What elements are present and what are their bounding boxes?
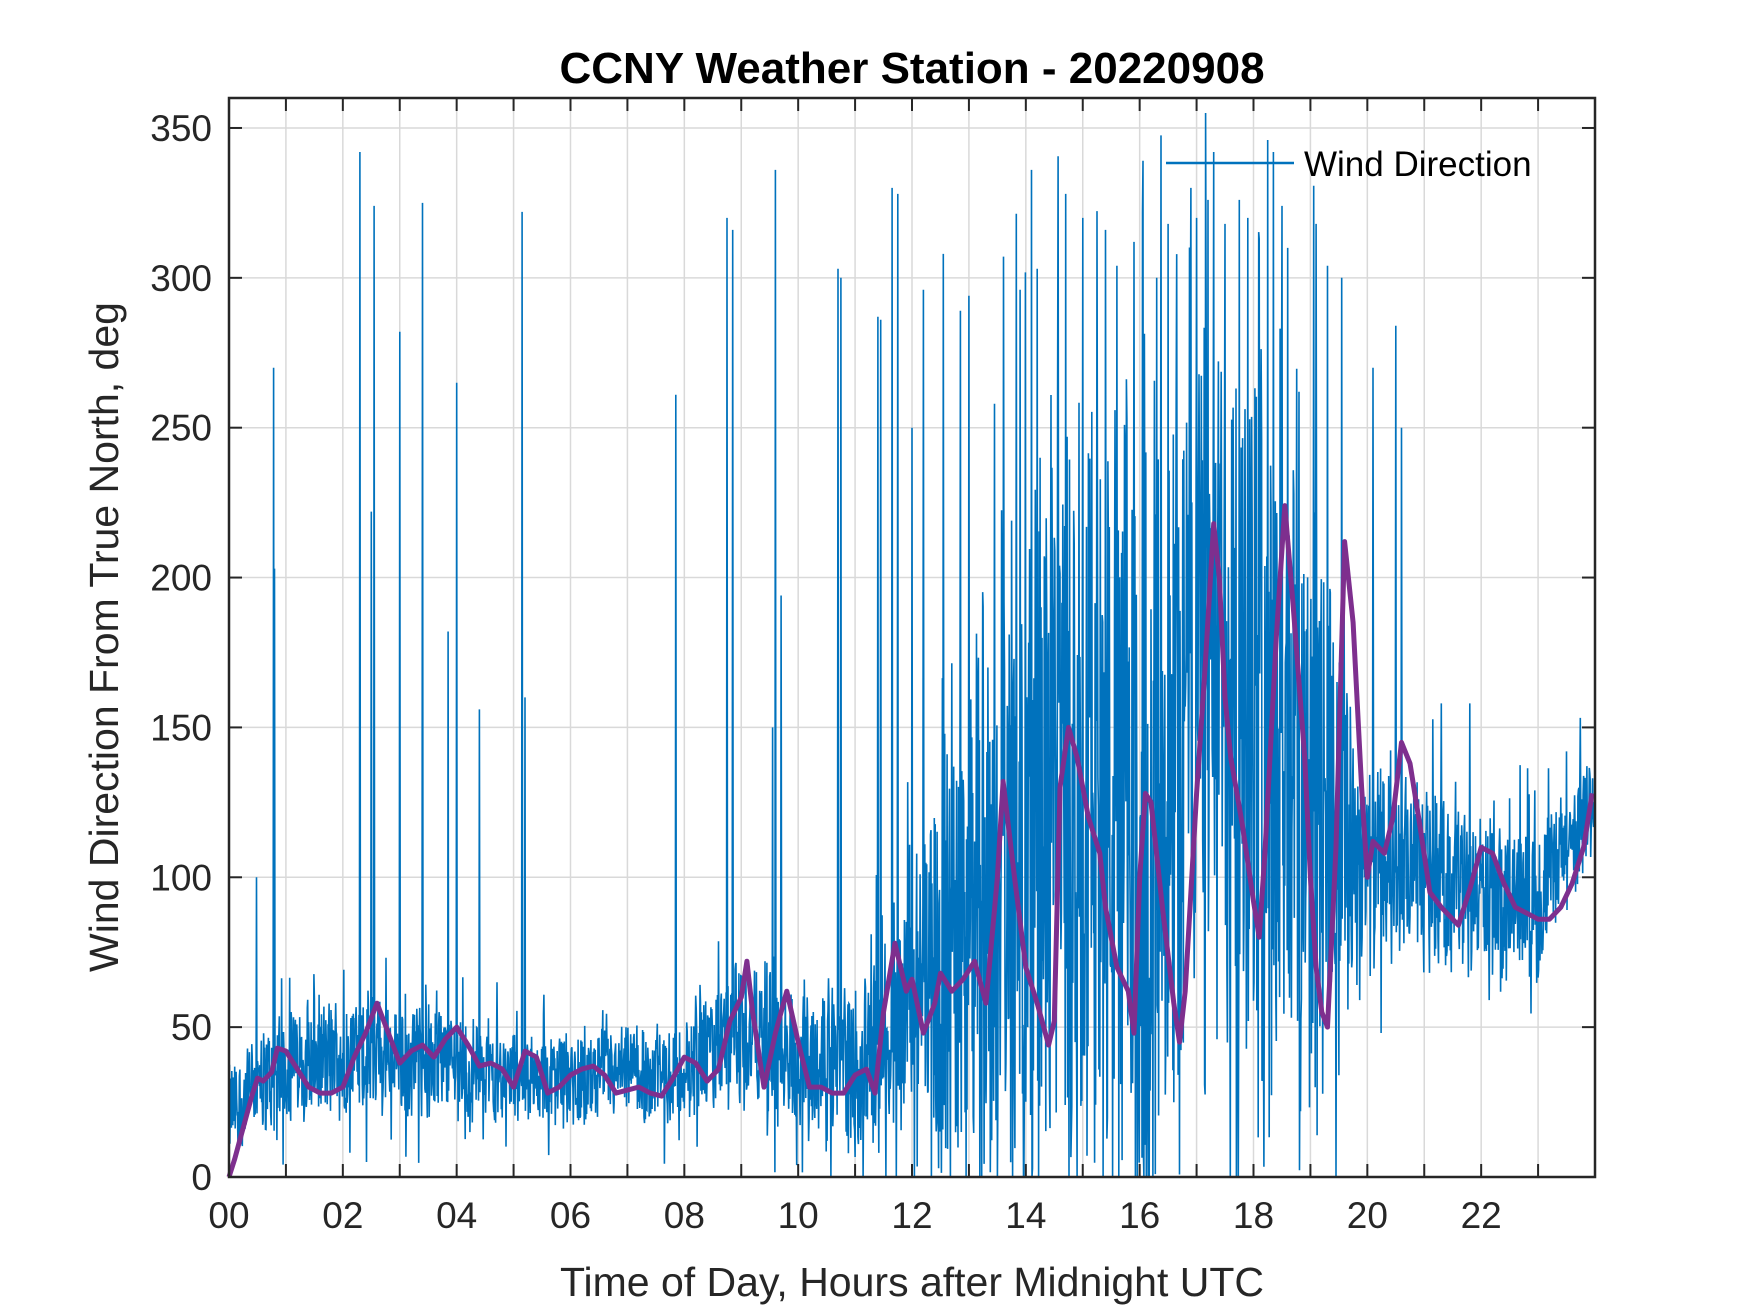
x-tick-label: 00 [208,1195,249,1236]
x-tick-label: 18 [1233,1195,1274,1236]
x-tick-label: 10 [778,1195,819,1236]
x-tick-label: 04 [436,1195,477,1236]
x-tick-label: 16 [1119,1195,1160,1236]
x-tick-label: 14 [1005,1195,1046,1236]
series-raw-wind-direction [228,112,1596,1178]
x-tick-label: 20 [1347,1195,1388,1236]
legend-label: Wind Direction [1304,145,1532,184]
x-tick-label: 02 [322,1195,363,1236]
y-tick-label: 200 [150,558,212,599]
legend: Wind Direction [1166,145,1532,184]
x-tick-labels: 00 02 04 06 08 10 12 14 16 18 20 22 [208,1195,1501,1236]
y-axis-label: Wind Direction From True North, deg [81,302,127,972]
y-tick-label: 300 [150,258,212,299]
x-tick-label: 12 [891,1195,932,1236]
y-tick-label: 50 [171,1007,212,1048]
x-tick-label: 06 [550,1195,591,1236]
chart-title: CCNY Weather Station - 20220908 [559,44,1264,93]
y-tick-label: 100 [150,857,212,898]
y-tick-label: 0 [191,1157,212,1198]
tick-marks [229,98,1595,1178]
y-tick-label: 150 [150,707,212,748]
y-tick-label: 350 [150,108,212,149]
series-smoothed-wind-direction [226,503,1595,1178]
y-tick-label: 250 [150,408,212,449]
raw-wind-direction-line [228,112,1596,1178]
x-tick-label: 22 [1461,1195,1502,1236]
x-tick-label: 08 [664,1195,705,1236]
y-tick-labels: 0 50 100 150 200 250 300 350 [150,108,212,1198]
smoothed-wind-direction-line [226,503,1595,1178]
x-axis-label: Time of Day, Hours after Midnight UTC [560,1259,1264,1305]
